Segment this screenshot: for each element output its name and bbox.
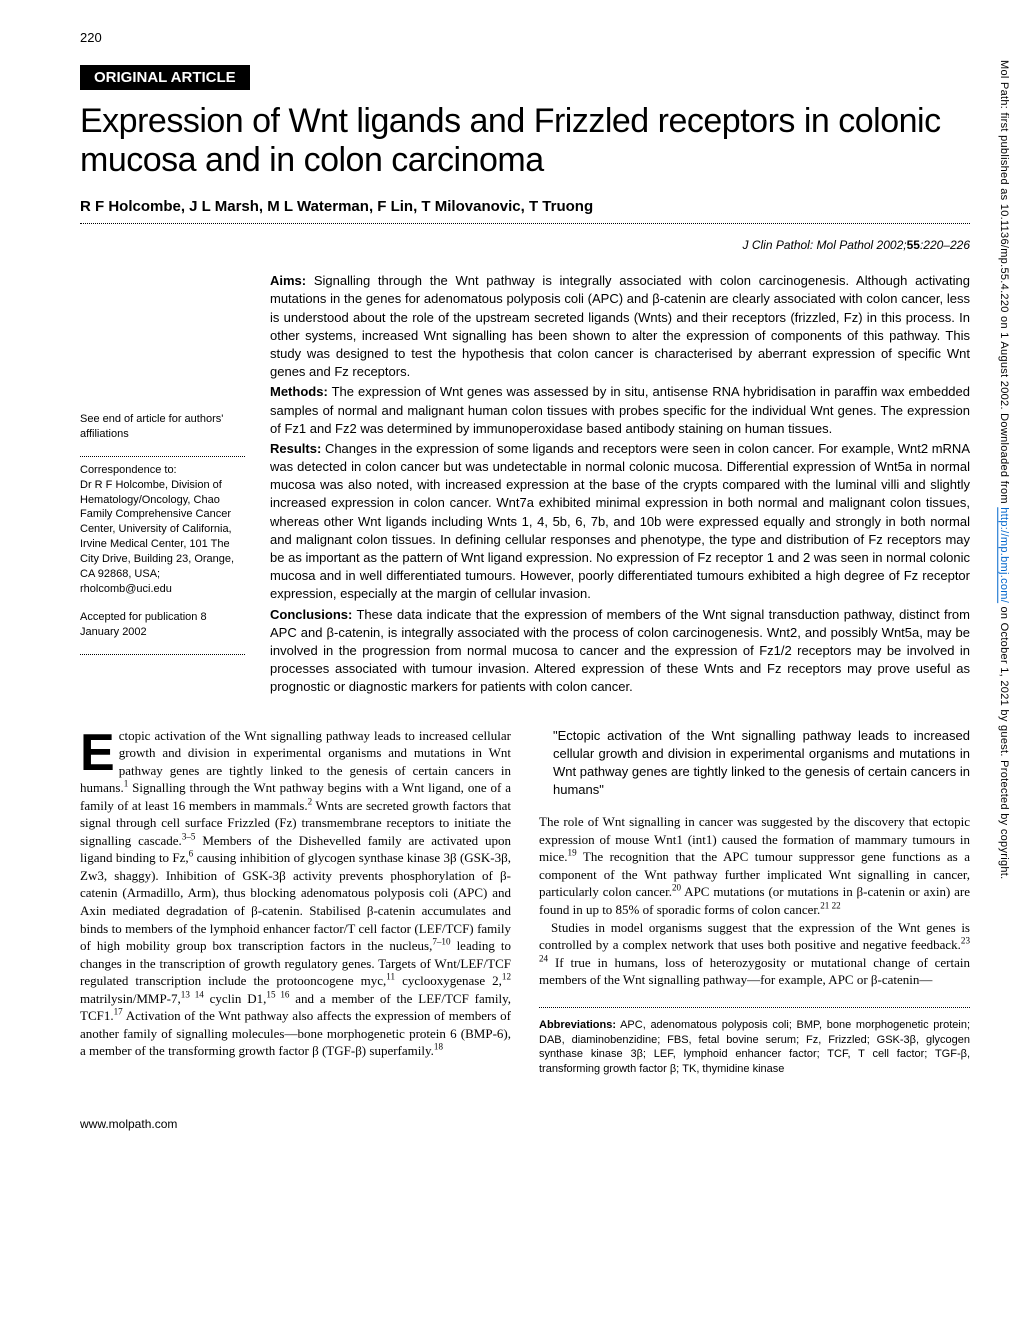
article-title: Expression of Wnt ligands and Frizzled r… xyxy=(80,102,970,180)
sidebar-link[interactable]: http://mp.bmj.com/ xyxy=(998,507,1010,603)
correspondence-sidebar: See end of article for authors' affiliat… xyxy=(80,272,245,698)
divider xyxy=(80,223,970,224)
ref-sup: 17 xyxy=(114,1007,123,1017)
abbreviations-box: Abbreviations: APC, adenomatous polyposi… xyxy=(539,1007,970,1077)
abstract-area: See end of article for authors' affiliat… xyxy=(80,272,970,698)
sidebar-suffix: on October 1, 2021 by guest. Protected b… xyxy=(998,603,1010,879)
body-column-left: Ectopic activation of the Wnt signalling… xyxy=(80,727,511,1078)
body-span: matrilysin/MMP-7, xyxy=(80,991,181,1006)
ref-sup: 11 xyxy=(386,972,395,982)
results-label: Results: xyxy=(270,441,321,456)
article-type-label: ORIGINAL ARTICLE xyxy=(80,65,250,90)
body-column-right: "Ectopic activation of the Wnt signallin… xyxy=(539,727,970,1078)
results-text: Changes in the expression of some ligand… xyxy=(270,441,970,602)
methods-text: The expression of Wnt genes was assessed… xyxy=(270,384,970,435)
body-span: Studies in model organisms suggest that … xyxy=(539,920,970,953)
citation-pages: :220–226 xyxy=(920,238,970,252)
body-paragraph: The role of Wnt signalling in cancer was… xyxy=(539,813,970,918)
body-span: cyclin D1, xyxy=(204,991,267,1006)
citation: J Clin Pathol: Mol Pathol 2002;55:220–22… xyxy=(80,238,970,252)
ref-sup: 7–10 xyxy=(432,937,450,947)
authors: R F Holcombe, J L Marsh, M L Waterman, F… xyxy=(80,198,970,215)
ref-sup: 13 14 xyxy=(181,989,204,999)
conclusions-text: These data indicate that the expression … xyxy=(270,607,970,695)
citation-volume: 55 xyxy=(907,238,920,252)
sidebar-prefix: Mol Path: first published as 10.1136/mp.… xyxy=(998,60,1010,507)
body-text: Ectopic activation of the Wnt signalling… xyxy=(80,727,970,1078)
aims-text: Signalling through the Wnt pathway is in… xyxy=(270,273,970,379)
accepted-date: Accepted for publication 8 January 2002 xyxy=(80,610,245,640)
ref-sup: 18 xyxy=(434,1042,443,1052)
affiliations-note: See end of article for authors' affiliat… xyxy=(80,412,245,442)
dropcap: E xyxy=(80,727,119,775)
abstract: Aims: Signalling through the Wnt pathway… xyxy=(270,272,970,698)
ref-sup: 3–5 xyxy=(182,831,196,841)
ref-sup: 21 22 xyxy=(820,901,840,911)
correspondence-label: Correspondence to: xyxy=(80,464,177,476)
copyright-sidebar: Mol Path: first published as 10.1136/mp.… xyxy=(998,60,1010,880)
abbreviations-label: Abbreviations: xyxy=(539,1019,616,1031)
pullquote: "Ectopic activation of the Wnt signallin… xyxy=(539,727,970,800)
ref-sup: 19 xyxy=(568,848,577,858)
body-span: cyclooxygenase 2, xyxy=(395,973,502,988)
methods-label: Methods: xyxy=(270,384,328,399)
footer-url: www.molpath.com xyxy=(80,1117,970,1131)
body-paragraph: Ectopic activation of the Wnt signalling… xyxy=(80,727,511,1060)
correspondence-text: Dr R F Holcombe, Division of Hematology/… xyxy=(80,479,234,595)
aims-label: Aims: xyxy=(270,273,306,288)
body-span: If true in humans, loss of heterozygosit… xyxy=(539,955,970,988)
divider-small xyxy=(80,456,245,457)
ref-sup: 12 xyxy=(502,972,511,982)
citation-text: J Clin Pathol: Mol Pathol 2002; xyxy=(742,238,906,252)
correspondence-block: Correspondence to: Dr R F Holcombe, Divi… xyxy=(80,463,245,597)
divider-small xyxy=(80,654,245,655)
page-number: 220 xyxy=(80,30,102,45)
ref-sup: 20 xyxy=(672,883,681,893)
conclusions-label: Conclusions: xyxy=(270,607,352,622)
body-paragraph: Studies in model organisms suggest that … xyxy=(539,919,970,989)
ref-sup: 15 16 xyxy=(266,989,289,999)
body-span: Activation of the Wnt pathway also affec… xyxy=(80,1008,511,1058)
